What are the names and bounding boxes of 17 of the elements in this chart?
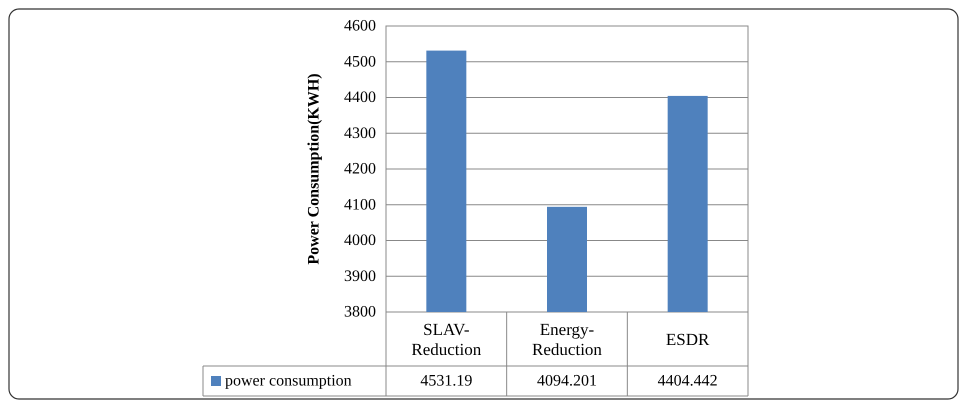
data-label: 4531.19 [420,372,472,390]
y-tick-label: 4400 [344,89,376,106]
x-tick-label: SLAV-Reduction [411,320,482,358]
y-tick-label: 4600 [344,18,376,34]
y-tick-label: 4000 [344,232,376,249]
data-label: 4404.442 [658,372,718,390]
y-axis-title: Power Consumption(KWH) [306,73,322,265]
data-label: 4094.201 [537,372,597,390]
y-tick-label: 4200 [344,160,376,178]
x-tick-label: Energy-Reduction [532,320,602,358]
y-tick-label: 4300 [344,124,376,142]
y-tick-label: 4500 [344,53,376,70]
legend-label: power consumption [225,372,352,390]
y-tick-label: 3800 [344,304,376,320]
y-tick-label: 4100 [344,196,376,214]
y-tick-label: 3900 [344,268,376,285]
x-tick-label: ESDR [666,330,710,348]
